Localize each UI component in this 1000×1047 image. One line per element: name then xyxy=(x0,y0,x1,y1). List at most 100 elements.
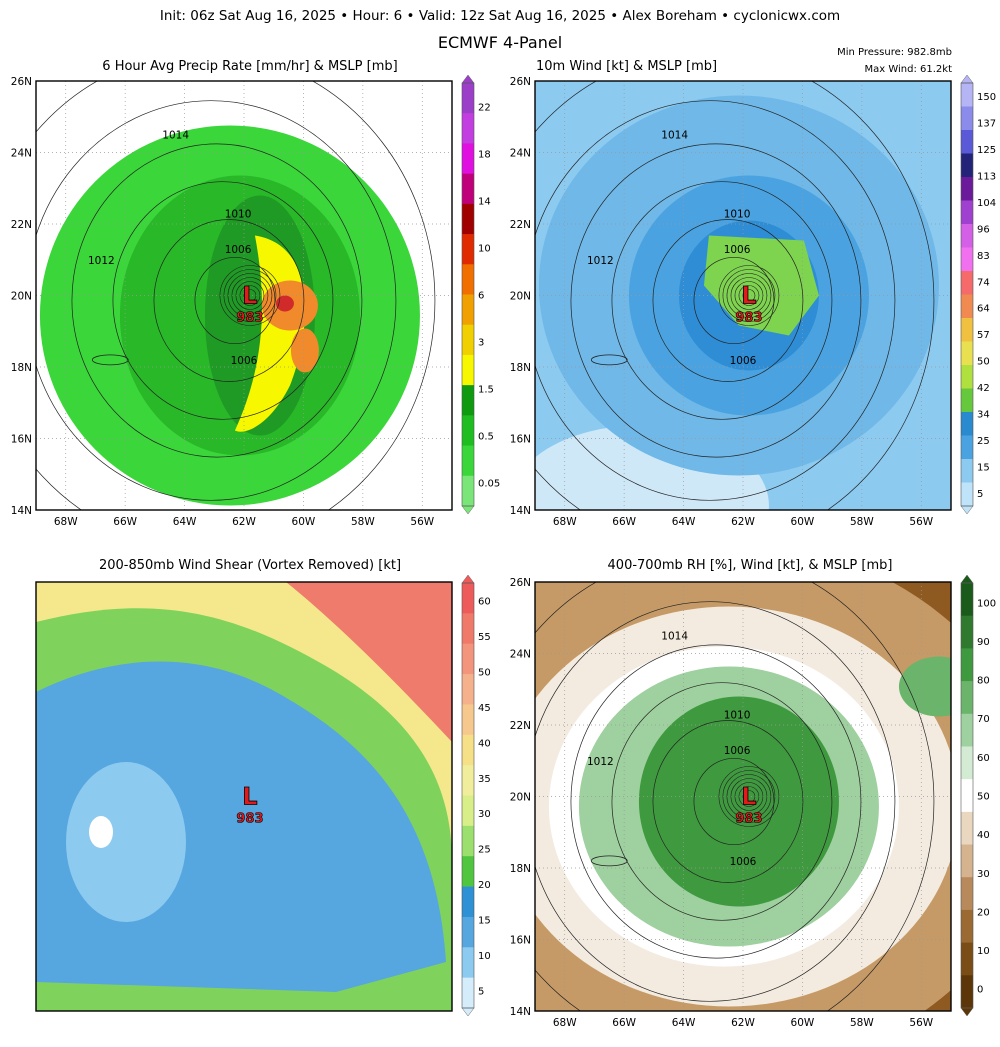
isobar-label: 1010 xyxy=(724,208,751,220)
isobar xyxy=(570,644,862,959)
colorbar-swatch xyxy=(961,106,973,131)
lat-tick-label: 14N xyxy=(11,505,32,517)
colorbar-swatch xyxy=(462,765,474,796)
colorbar-label: 10 xyxy=(478,951,491,962)
isobar-label: 1012 xyxy=(587,255,614,267)
lon-tick-label: 60W xyxy=(791,516,815,528)
colorbar-label: 14 xyxy=(478,197,491,208)
colorbar-label: 5 xyxy=(977,489,983,500)
low-marker: L xyxy=(741,282,756,310)
isobar xyxy=(742,790,756,803)
colorbar-swatch xyxy=(961,909,973,944)
colorbar-swatch xyxy=(462,856,474,888)
isobar-label: 1010 xyxy=(724,709,751,721)
isobar xyxy=(722,269,776,322)
colorbar-label: 0.5 xyxy=(478,432,494,443)
colorbar-label: 22 xyxy=(478,103,491,114)
lon-tick-label: 56W xyxy=(909,1017,933,1029)
lat-tick-label: 16N xyxy=(510,434,531,446)
colorbar-arrow-bottom xyxy=(960,505,974,515)
isobar xyxy=(742,289,756,302)
colorbar-2: 60 55 50 45 40 35 30 25 20 15 10 5 xyxy=(461,574,491,1017)
colorbar-label: 125 xyxy=(977,145,996,156)
rh-area xyxy=(638,696,839,907)
isobar xyxy=(535,81,935,510)
precip-core xyxy=(275,295,294,312)
colorbar-swatch xyxy=(961,779,973,813)
panel-title-shear: 200-850mb Wind Shear (Vortex Removed) [k… xyxy=(98,558,402,573)
colorbar-arrow-bottom xyxy=(461,1007,475,1017)
colorbar-label: 113 xyxy=(977,172,996,183)
low-marker: L xyxy=(242,783,257,811)
colorbar-swatch xyxy=(462,83,474,114)
lat-tick-label: 16N xyxy=(510,935,531,947)
main-title: ECMWF 4-Panel xyxy=(437,33,563,52)
low-marker: L xyxy=(242,282,257,310)
colorbar-swatch xyxy=(961,388,973,413)
colorbar-label: 40 xyxy=(478,738,491,749)
colorbar-label: 34 xyxy=(977,409,990,420)
lon-tick-label: 64W xyxy=(672,516,696,528)
lon-tick-label: 68W xyxy=(54,516,78,528)
colorbar-swatch xyxy=(961,459,973,483)
lon-tick-label: 66W xyxy=(612,1017,636,1029)
colorbar-label: 5 xyxy=(478,986,484,997)
colorbar-swatch xyxy=(961,583,973,617)
colorbar-swatch xyxy=(462,354,474,386)
colorbar-label: 15 xyxy=(478,915,491,926)
colorbar-label: 50 xyxy=(977,792,990,803)
lat-tick-label: 22N xyxy=(11,219,32,231)
colorbar-label: 74 xyxy=(977,277,990,288)
coastline xyxy=(590,354,628,366)
colorbar-swatch xyxy=(961,247,973,272)
colorbar-label: 30 xyxy=(478,809,491,820)
isobar xyxy=(243,289,257,302)
isobar xyxy=(223,269,277,322)
colorbar-label: 10 xyxy=(977,946,990,957)
header-info-line: Init: 06z Sat Aug 16, 2025 • Hour: 6 • V… xyxy=(159,8,841,24)
colorbar-border xyxy=(461,582,475,1009)
colorbar-swatch xyxy=(961,341,973,366)
isobar xyxy=(718,265,780,326)
lon-tick-label: 68W xyxy=(553,1017,577,1029)
colorbar-label: 50 xyxy=(478,668,491,679)
lon-tick-label: 58W xyxy=(351,516,375,528)
isobar-label: 1006 xyxy=(724,244,751,256)
lon-tick-label: 58W xyxy=(850,1017,874,1029)
colorbar-swatch xyxy=(961,844,973,878)
lon-tick-label: 64W xyxy=(672,1017,696,1029)
coastline xyxy=(91,354,129,366)
colorbar-border xyxy=(960,82,974,507)
colorbar-label: 3 xyxy=(478,338,484,349)
lon-tick-label: 56W xyxy=(909,516,933,528)
lon-tick-label: 60W xyxy=(791,1017,815,1029)
colorbar-label: 18 xyxy=(478,150,491,161)
isobar xyxy=(71,143,363,458)
colorbar-border xyxy=(461,82,475,507)
colorbar-swatch xyxy=(462,475,474,507)
colorbar-swatch xyxy=(961,318,973,342)
rh-area xyxy=(898,656,951,717)
isobar xyxy=(726,774,772,819)
isobar-label: 1014 xyxy=(661,631,688,643)
isobar-label: 1014 xyxy=(661,130,688,142)
max-wind-label: Max Wind: 61.2kt xyxy=(864,64,952,75)
colorbar-label: 45 xyxy=(478,703,491,714)
colorbar-label: 64 xyxy=(977,304,990,315)
isobar xyxy=(36,100,397,501)
colorbar-swatch xyxy=(462,643,474,675)
colorbar-label: 35 xyxy=(478,774,491,785)
colorbar-label: 20 xyxy=(478,880,491,891)
colorbar-label: 55 xyxy=(478,632,491,643)
isobar xyxy=(231,277,269,314)
colorbar-swatch xyxy=(462,916,474,948)
colorbar-swatch xyxy=(961,811,973,846)
panel-title-rh: 400-700mb RH [%], Wind [kt], & MSLP [mb] xyxy=(607,558,893,573)
colorbar-swatch xyxy=(961,412,973,436)
panel-border xyxy=(534,80,952,511)
colorbar-swatch xyxy=(462,415,474,447)
isobar xyxy=(153,219,305,382)
colorbar-label: 150 xyxy=(977,92,996,103)
